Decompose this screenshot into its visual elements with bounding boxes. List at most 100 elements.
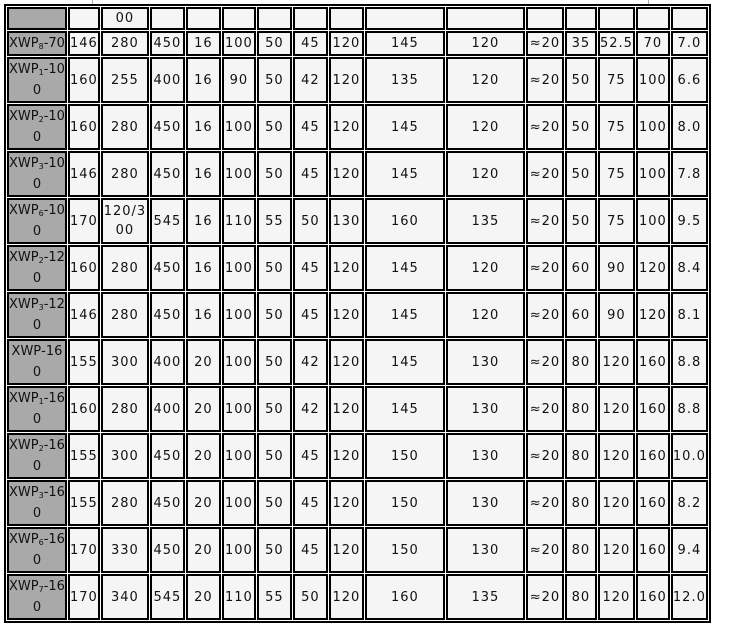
model-label: XWP1-160 xyxy=(7,386,67,432)
table-cell: 280 xyxy=(100,386,149,432)
table-cell: 160 xyxy=(635,574,670,620)
table-cell: 45 xyxy=(292,292,328,338)
model-suffix: -100 xyxy=(32,203,65,239)
table-cell: 120 xyxy=(328,57,364,103)
table-cell: 545 xyxy=(149,574,185,620)
table-cell: 146 xyxy=(67,292,100,338)
table-cell: 100 xyxy=(221,151,256,197)
table-cell: 20 xyxy=(185,527,221,573)
table-cell: 100 xyxy=(221,527,256,573)
model-name: XWP xyxy=(11,344,42,359)
table-cell: 280 xyxy=(100,31,149,56)
table-row: XWP3-100 146 280 450 16 100 50 45 120 145 120 ≈20 50… xyxy=(7,151,708,197)
table-cell: 400 xyxy=(149,57,185,103)
table-cell: 50 xyxy=(564,104,597,150)
model-label: XWP3-100 xyxy=(7,151,67,197)
table-row: XWP2-100 160 280 450 16 100 50 45 120 145 120 ≈20 50… xyxy=(7,104,708,150)
table-cell: 20 xyxy=(185,480,221,526)
table-cell: 42 xyxy=(292,339,328,385)
table-cell: 145 xyxy=(364,104,445,150)
model-suffix: -120 xyxy=(32,297,65,333)
model-label: XWP3-160 xyxy=(7,480,67,526)
table-cell: 160 xyxy=(635,480,670,526)
table-cell: 135 xyxy=(445,198,525,244)
table-cell xyxy=(364,7,445,30)
model-label: XWP2-100 xyxy=(7,104,67,150)
table-cell: 450 xyxy=(149,292,185,338)
row-label xyxy=(7,7,67,30)
table-cell xyxy=(185,7,221,30)
table-cell: 160 xyxy=(635,433,670,479)
model-suffix: -160 xyxy=(32,532,65,568)
table-cell: 130 xyxy=(445,433,525,479)
table-cell: 20 xyxy=(185,386,221,432)
table-cell: 160 xyxy=(67,104,100,150)
table-cell: 120 xyxy=(328,480,364,526)
table-cell: 00 xyxy=(100,7,149,30)
table-cell: 155 xyxy=(67,339,100,385)
model-suffix: -160 xyxy=(32,344,63,380)
table-cell: 52.5 xyxy=(597,31,635,56)
model-suffix: -160 xyxy=(32,391,65,427)
table-cell: 120 xyxy=(597,574,635,620)
table-cell: 120 xyxy=(328,104,364,150)
table-cell xyxy=(256,7,292,30)
table-cell: 100 xyxy=(221,292,256,338)
table-cell: 135 xyxy=(364,57,445,103)
model-label: XWP6-160 xyxy=(7,527,67,573)
table-cell: 150 xyxy=(364,527,445,573)
table-cell: 50 xyxy=(256,386,292,432)
table-cell: 8.8 xyxy=(670,339,708,385)
table-cell: ≈20 xyxy=(525,339,564,385)
table-cell: 400 xyxy=(149,339,185,385)
model-subscript: 2 xyxy=(38,444,44,453)
table-cell: 300 xyxy=(100,433,149,479)
table-cell: 35 xyxy=(564,31,597,56)
table-cell: 50 xyxy=(292,574,328,620)
table-cell xyxy=(292,7,328,30)
table-cell: 120 xyxy=(597,339,635,385)
table-cell: 90 xyxy=(597,292,635,338)
table-cell: 160 xyxy=(635,527,670,573)
table-cell: 100 xyxy=(635,151,670,197)
model-label: XWP6-100 xyxy=(7,198,67,244)
table-cell: 7.8 xyxy=(670,151,708,197)
table-cell: 120 xyxy=(635,245,670,291)
table-cell: 16 xyxy=(185,245,221,291)
model-subscript: 6 xyxy=(38,538,44,547)
table-cell: 80 xyxy=(564,527,597,573)
table-row-partial: 00 xyxy=(7,7,708,30)
table-row: XWP8-70 146 280 450 16 100 50 45 120 145 120 ≈20 35 5… xyxy=(7,31,708,56)
table-cell: 100 xyxy=(221,339,256,385)
table-row: XWP1-160 160 280 400 20 100 50 42 120 145 130 ≈20 80… xyxy=(7,386,708,432)
table-row: XWP6-160 170 330 450 20 100 50 45 120 150 130 ≈20 80… xyxy=(7,527,708,573)
table-cell: 100 xyxy=(635,104,670,150)
table-cell: 8.1 xyxy=(670,292,708,338)
table-cell: 8.0 xyxy=(670,104,708,150)
table-cell: 120 xyxy=(445,57,525,103)
table-cell: ≈20 xyxy=(525,433,564,479)
table-cell: ≈20 xyxy=(525,574,564,620)
table-cell: 100 xyxy=(221,104,256,150)
table-cell: 110 xyxy=(221,574,256,620)
table-cell: 120 xyxy=(635,292,670,338)
table-cell: 55 xyxy=(256,574,292,620)
table-cell: 145 xyxy=(364,245,445,291)
table-cell: 45 xyxy=(292,480,328,526)
table-cell: 45 xyxy=(292,104,328,150)
table-cell: 120/300 xyxy=(100,198,149,244)
table-cell: 50 xyxy=(256,104,292,150)
table-cell: 10.0 xyxy=(670,433,708,479)
model-suffix: -100 xyxy=(32,62,65,98)
model-name: XWP xyxy=(9,250,39,265)
table-cell: 75 xyxy=(597,198,635,244)
table-cell: 70 xyxy=(635,31,670,56)
model-name: XWP xyxy=(9,156,39,171)
table-cell: 42 xyxy=(292,386,328,432)
table-cell: 50 xyxy=(256,245,292,291)
table-cell: 150 xyxy=(364,480,445,526)
table-cell: 155 xyxy=(67,480,100,526)
model-name: XWP xyxy=(9,203,39,218)
table-cell: 50 xyxy=(256,433,292,479)
table-row: XWP2-160 155 300 450 20 100 50 45 120 150 130 ≈20 80… xyxy=(7,433,708,479)
